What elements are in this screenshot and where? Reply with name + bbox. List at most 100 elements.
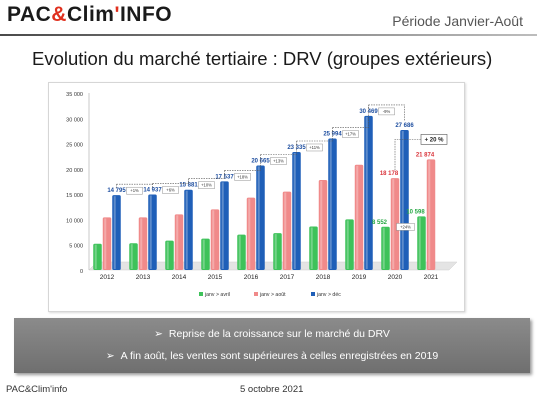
y-tick-label: 15 000 <box>66 193 83 199</box>
bar-0-2019 <box>345 219 354 270</box>
bar-highlight <box>176 215 179 269</box>
bar-0-2012 <box>93 243 102 270</box>
x-tick-label: 2013 <box>136 274 151 281</box>
period-label: Période Janvier-Août <box>392 13 523 29</box>
growth-label: +13% <box>273 158 284 163</box>
bar-2-2013 <box>148 194 157 270</box>
data-label: 15 881 <box>179 183 198 189</box>
growth-arrow <box>188 172 225 183</box>
bar-0-2018 <box>309 226 318 270</box>
bar-2-2015 <box>220 181 229 270</box>
bar-0-2016 <box>237 234 246 270</box>
bar-2-2014 <box>184 189 193 270</box>
bar-2-2012 <box>112 195 121 270</box>
bar-2-2020 <box>400 129 409 270</box>
bar-1-2021 <box>426 159 436 270</box>
data-label: 14 937 <box>143 187 162 193</box>
bar-2-2016 <box>256 165 265 270</box>
y-tick-label: 25 000 <box>66 143 83 149</box>
growth-label: +10% <box>201 183 212 188</box>
summary-bullet-text: A fin août, les ventes sont supérieures … <box>120 350 439 362</box>
x-tick-label: 2019 <box>352 274 367 281</box>
bar-highlight <box>401 130 404 269</box>
x-tick-label: 2020 <box>388 274 403 281</box>
bar-highlight <box>356 165 359 269</box>
bar-highlight <box>238 235 241 269</box>
bar-highlight <box>365 116 368 269</box>
y-tick-label: 10 000 <box>66 218 83 224</box>
growth-badge <box>234 173 251 181</box>
summary-box: ➢ Reprise de la croissance sur le marché … <box>14 318 530 373</box>
bar-highlight <box>130 244 133 269</box>
footer-date: 5 octobre 2021 <box>240 384 304 395</box>
bar-highlight <box>221 182 224 269</box>
growth-badge <box>126 186 143 195</box>
data-label: 21 874 <box>416 152 435 158</box>
growth-badge <box>306 143 323 152</box>
growth-badge <box>270 157 287 165</box>
growth-arrow <box>368 104 405 121</box>
summary-bullet-text: Reprise de la croissance sur le marché d… <box>168 328 390 340</box>
bar-highlight <box>346 220 349 269</box>
annotation-label: +24% <box>400 224 411 229</box>
legend-label: janv > avril <box>204 292 230 298</box>
footer-source: PAC&Clim'info <box>6 384 68 395</box>
growth-badge <box>198 181 215 189</box>
bar-1-2012 <box>102 217 112 270</box>
logo-text-pac: PAC <box>7 3 52 26</box>
bar-1-2017 <box>282 191 292 270</box>
x-tick-label: 2014 <box>172 274 187 281</box>
bar-highlight <box>293 152 296 269</box>
summary-bullet-1: ➢ Reprise de la croissance sur le marché … <box>14 328 530 340</box>
y-tick-label: 30 000 <box>66 117 83 123</box>
bar-highlight <box>418 217 421 269</box>
bar-0-2017 <box>273 233 282 270</box>
growth-badge <box>378 107 395 116</box>
legend-swatch <box>199 292 203 296</box>
annotation-label: + 20 % <box>425 137 445 143</box>
x-tick-label: 2015 <box>208 274 223 281</box>
bullet-arrow-icon: ➢ <box>105 350 115 362</box>
bar-0-2015 <box>201 238 210 270</box>
data-label: 30 469 <box>359 109 378 115</box>
bar-chart: 0 5 000 10 000 15 000 20 000 25 000 30 000 35 0… <box>66 92 458 298</box>
y-tick-label: 5 000 <box>69 244 83 250</box>
bar-highlight <box>257 166 260 269</box>
legend-label: janv > août <box>259 292 286 298</box>
data-label: 14 795 <box>107 188 126 194</box>
growth-badge <box>342 130 359 138</box>
growth-arrow <box>260 142 297 159</box>
bar-highlight <box>392 179 395 269</box>
y-tick-label: 20 000 <box>66 168 83 174</box>
x-tick-label: 2021 <box>424 274 439 281</box>
logo-text-clim: Clim <box>66 3 115 26</box>
bar-highlight <box>104 218 107 269</box>
bar-highlight <box>310 227 313 269</box>
growth-arrow <box>332 106 369 132</box>
bar-1-2016 <box>246 197 256 270</box>
legend-label: janv > déc <box>316 292 341 298</box>
bar-highlight <box>428 160 431 269</box>
growth-arrow <box>296 129 333 145</box>
data-label: 20 665 <box>251 158 270 164</box>
growth-label: -9% <box>383 109 391 114</box>
logo-text-info: INFO <box>119 3 173 26</box>
bar-highlight <box>284 192 287 269</box>
bar-highlight <box>212 210 215 269</box>
data-label: 18 178 <box>380 171 399 177</box>
bar-highlight <box>185 190 188 269</box>
logo-apostrophe: ' <box>114 3 120 26</box>
bar-highlight <box>166 241 169 269</box>
growth-badge <box>420 134 448 145</box>
bar-highlight <box>320 180 323 269</box>
data-label: 10 598 <box>406 209 425 215</box>
growth-arrow <box>224 156 261 175</box>
growth-badge <box>396 223 415 231</box>
bar-1-2020 <box>390 178 400 270</box>
data-label: 25 994 <box>323 132 342 138</box>
bar-highlight <box>113 196 116 269</box>
bar-2-2018 <box>328 138 337 270</box>
bar-0-2013 <box>129 243 138 270</box>
data-label: 23 335 <box>287 145 306 151</box>
data-label: 8 552 <box>372 220 388 226</box>
